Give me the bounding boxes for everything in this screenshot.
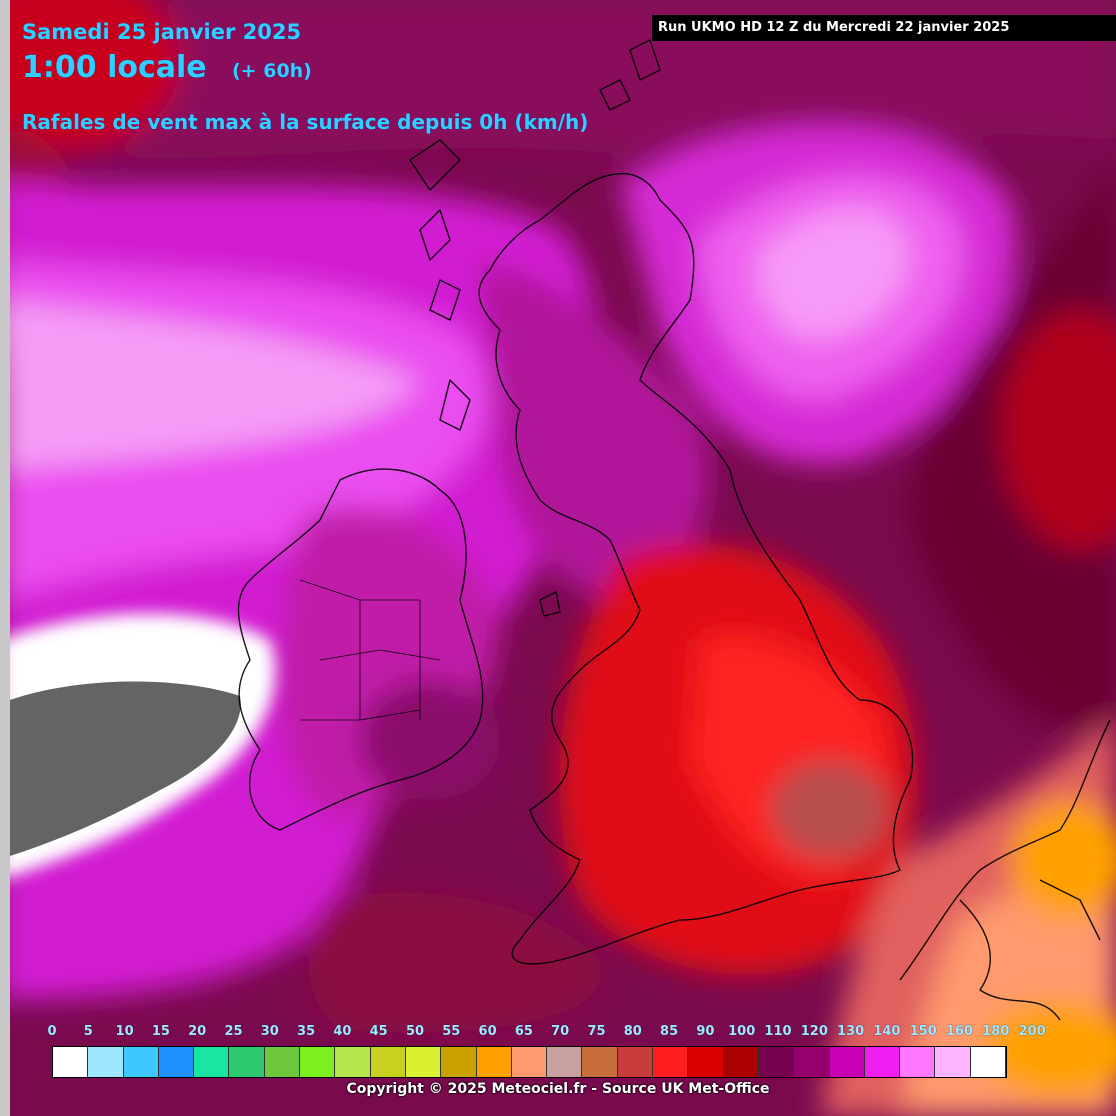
legend-tick-label: 200	[1018, 1024, 1046, 1039]
legend-swatch	[758, 1047, 795, 1077]
legend-tick-label: 15	[151, 1024, 170, 1039]
legend-swatch	[900, 1047, 936, 1077]
legend-swatch	[53, 1047, 89, 1077]
legend-swatch	[511, 1047, 548, 1077]
legend-swatch	[123, 1047, 159, 1077]
legend-swatch	[688, 1047, 724, 1077]
legend-tick-label: 5	[83, 1024, 93, 1039]
legend-tick-label: 160	[945, 1024, 974, 1039]
legend-tick-label: 55	[442, 1024, 461, 1039]
legend-swatch	[264, 1047, 301, 1077]
legend-tick-label: 180	[982, 1024, 1010, 1039]
legend-tick-label: 25	[224, 1024, 243, 1039]
model-run-banner: Run UKMO HD 12 Z du Mercredi 22 janvier …	[652, 15, 1116, 41]
legend-tick-label: 120	[800, 1024, 828, 1039]
left-frame-strip	[0, 0, 10, 1116]
legend-tick-label: 80	[623, 1024, 642, 1039]
legend-tick-label: 60	[478, 1024, 497, 1039]
forecast-time: 1:00 locale	[22, 50, 207, 85]
forecast-date: Samedi 25 janvier 2025	[22, 20, 302, 44]
legend-tick-label: 75	[587, 1024, 606, 1039]
legend-swatch	[476, 1047, 512, 1077]
legend-swatch	[970, 1047, 1007, 1077]
legend-tick-labels: 0 5 10 15 20 25 30 35 40 45 50 55 60 65 70 75 80 85 90 100 1…	[40, 1024, 1080, 1044]
legend-swatch	[617, 1047, 654, 1077]
legend-tick-label: 70	[551, 1024, 570, 1039]
legend-swatch	[935, 1047, 971, 1077]
legend-swatch	[229, 1047, 265, 1077]
legend-swatch	[441, 1047, 477, 1077]
color-scale-legend: 0 5 10 15 20 25 30 35 40 45 50 55 60 65 70 75 80 85 90 100 1…	[40, 1024, 1080, 1080]
legend-swatch	[653, 1047, 689, 1077]
legend-swatch	[335, 1047, 371, 1077]
legend-swatch	[158, 1047, 195, 1077]
forecast-offset: (+ 60h)	[232, 60, 312, 82]
legend-swatch	[194, 1047, 230, 1077]
parameter-title: Rafales de vent max à la surface depuis …	[22, 110, 589, 134]
legend-swatch	[794, 1047, 830, 1077]
legend-tick-label: 140	[873, 1024, 901, 1039]
legend-swatch	[370, 1047, 406, 1077]
legend-swatch	[88, 1047, 124, 1077]
legend-swatch	[864, 1047, 901, 1077]
legend-swatch	[723, 1047, 759, 1077]
legend-swatch	[829, 1047, 865, 1077]
legend-tick-label: 20	[188, 1024, 207, 1039]
copyright-notice: Copyright © 2025 Meteociel.fr - Source U…	[346, 1081, 770, 1097]
legend-tick-label: 35	[297, 1024, 316, 1039]
legend-color-bar	[52, 1046, 1008, 1078]
legend-tick-label: 110	[764, 1024, 792, 1039]
legend-tick-label: 130	[837, 1024, 865, 1039]
legend-tick-label: 65	[514, 1024, 533, 1039]
legend-tick-label: 0	[47, 1024, 57, 1039]
legend-tick-label: 45	[369, 1024, 388, 1039]
legend-tick-label: 90	[696, 1024, 715, 1039]
legend-swatch	[582, 1047, 618, 1077]
legend-tick-label: 85	[660, 1024, 679, 1039]
legend-tick-label: 150	[909, 1024, 937, 1039]
legend-swatch	[547, 1047, 583, 1077]
legend-tick-label: 10	[115, 1024, 134, 1039]
legend-tick-label: 100	[728, 1024, 756, 1039]
legend-tick-label: 50	[405, 1024, 425, 1039]
legend-tick-label: 30	[260, 1024, 279, 1039]
legend-tick-label: 40	[333, 1024, 352, 1039]
legend-swatch	[300, 1047, 336, 1077]
legend-swatch	[405, 1047, 442, 1077]
